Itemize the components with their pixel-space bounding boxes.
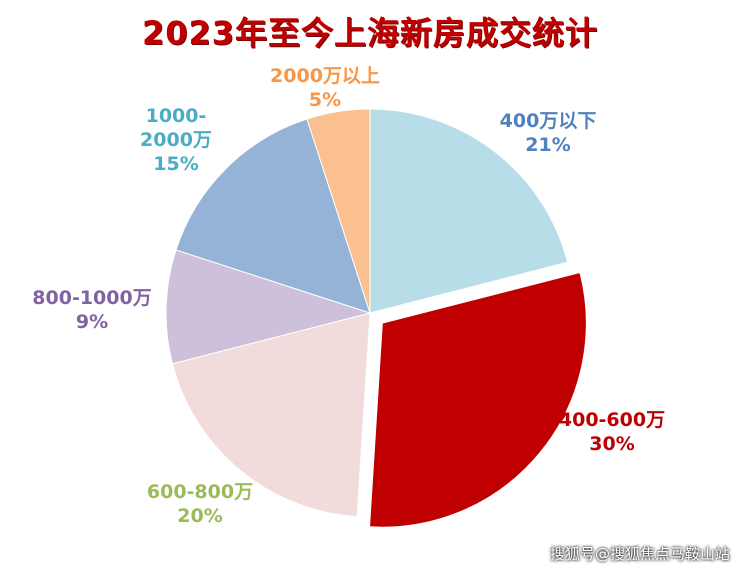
pie-slice [306,108,371,314]
slice-label: 600-800万 20% [130,480,270,528]
watermark: 搜狐号@搜狐焦点马鞍山站 [549,545,730,563]
category-label: 600-800万 [146,481,254,503]
category-label: 400万以下 [499,110,597,132]
slice-label: 400-600万 30% [542,408,682,456]
slice-label: 1000-2000万 15% [120,104,232,176]
pie-slice [165,249,372,365]
value-label: 15% [153,153,199,175]
value-label: 20% [177,505,223,527]
category-label: 2000万以上 [270,65,380,87]
value-label: 5% [308,89,342,111]
slice-label: 800-1000万 9% [22,286,162,334]
pie-slice [171,312,371,518]
slice-label: 400万以下 21% [478,109,618,157]
slice-label: 2000万以上 5% [255,64,395,112]
chart-title: 2023年至今上海新房成交统计 [141,14,599,52]
category-label: 1000-2000万 [140,105,212,151]
pie-slice [175,118,371,314]
value-label: 30% [589,433,635,455]
value-label: 21% [525,134,571,156]
category-label: 400-600万 [558,409,666,431]
pie-slice [369,108,569,314]
category-label: 800-1000万 [32,287,152,309]
pie-slice [368,271,587,528]
value-label: 9% [75,311,109,333]
